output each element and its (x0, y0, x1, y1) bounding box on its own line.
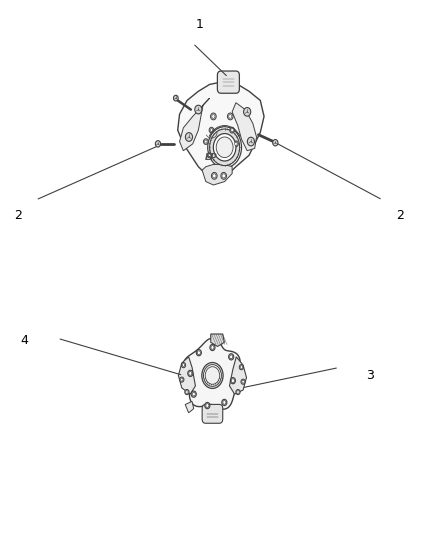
Circle shape (231, 379, 234, 383)
Circle shape (212, 115, 215, 118)
Circle shape (210, 128, 213, 132)
Circle shape (239, 365, 244, 370)
Circle shape (210, 344, 215, 351)
Circle shape (231, 128, 233, 132)
Circle shape (223, 401, 226, 405)
Circle shape (206, 403, 209, 407)
Polygon shape (185, 401, 194, 413)
Circle shape (196, 350, 201, 356)
Circle shape (230, 127, 234, 133)
Circle shape (204, 139, 208, 144)
Circle shape (229, 354, 234, 360)
Circle shape (222, 399, 227, 406)
Circle shape (208, 154, 211, 157)
Circle shape (210, 129, 240, 166)
Circle shape (221, 173, 226, 179)
Circle shape (247, 137, 254, 146)
Circle shape (233, 141, 238, 147)
Circle shape (213, 134, 236, 161)
Circle shape (180, 378, 183, 381)
Circle shape (241, 379, 245, 384)
Circle shape (244, 108, 251, 116)
Circle shape (237, 391, 239, 393)
FancyBboxPatch shape (202, 405, 223, 423)
Circle shape (236, 390, 240, 394)
Circle shape (208, 127, 241, 168)
Circle shape (197, 351, 200, 354)
Circle shape (222, 174, 226, 178)
Polygon shape (202, 165, 232, 185)
FancyBboxPatch shape (217, 71, 240, 93)
Circle shape (227, 113, 233, 120)
Circle shape (229, 115, 232, 118)
Circle shape (211, 345, 214, 349)
Circle shape (155, 141, 161, 147)
Circle shape (204, 365, 221, 386)
Circle shape (230, 355, 233, 359)
Polygon shape (211, 334, 224, 346)
Circle shape (216, 137, 233, 158)
Polygon shape (180, 98, 210, 151)
Circle shape (205, 140, 207, 143)
Circle shape (230, 377, 236, 384)
Text: 2: 2 (396, 209, 404, 222)
Polygon shape (230, 357, 247, 394)
Circle shape (191, 391, 196, 397)
Circle shape (192, 392, 195, 396)
Circle shape (182, 364, 185, 367)
Text: 4: 4 (21, 334, 28, 348)
Circle shape (185, 390, 189, 394)
Text: 3: 3 (366, 369, 374, 382)
Polygon shape (178, 357, 195, 394)
Circle shape (235, 142, 237, 146)
Circle shape (188, 370, 193, 376)
Circle shape (186, 391, 188, 393)
Circle shape (205, 367, 220, 384)
Circle shape (211, 113, 216, 120)
Circle shape (173, 95, 178, 101)
Circle shape (202, 362, 223, 389)
Text: 2: 2 (14, 209, 22, 222)
Circle shape (185, 133, 193, 141)
Circle shape (212, 174, 216, 178)
Circle shape (205, 402, 210, 409)
Circle shape (212, 173, 217, 179)
Circle shape (208, 153, 212, 158)
Circle shape (195, 105, 202, 114)
Circle shape (240, 366, 243, 369)
Circle shape (242, 380, 244, 383)
Polygon shape (183, 338, 240, 409)
Circle shape (273, 140, 278, 146)
Polygon shape (232, 103, 257, 151)
Polygon shape (178, 82, 264, 179)
Circle shape (189, 372, 192, 375)
Circle shape (181, 362, 186, 368)
Text: EP: EP (205, 153, 218, 162)
Circle shape (209, 127, 214, 133)
Text: 1: 1 (195, 18, 203, 31)
Circle shape (180, 377, 184, 382)
